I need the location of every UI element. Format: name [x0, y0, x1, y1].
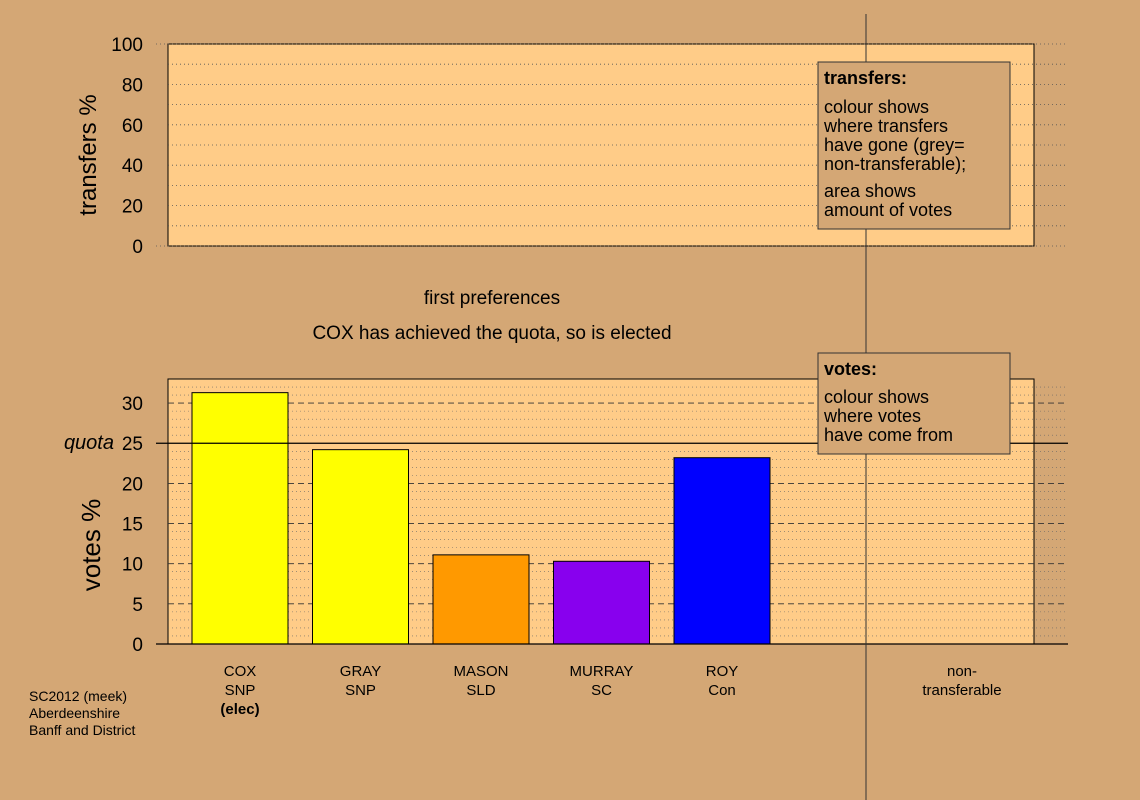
- votes-legend-line: have come from: [824, 425, 953, 445]
- vote-bar-cox: [191, 392, 289, 645]
- candidate-labels: COX SNP (elec) GRAY SNP MASON SLD MURRAY SC ROY Co…: [220, 663, 738, 718]
- candidate-name: ROY: [706, 663, 739, 680]
- candidate-name: COX: [224, 663, 257, 680]
- votes-legend-line: colour shows: [824, 387, 929, 407]
- votes-bars: [156, 392, 1068, 645]
- transfers-y-axis-label: transfers %: [75, 94, 102, 215]
- stage-title: first preferences: [424, 288, 560, 309]
- transfers-legend-line: colour shows: [824, 97, 929, 117]
- transfers-legend-line: amount of votes: [824, 200, 952, 220]
- votes-y-axis-label: votes %: [76, 499, 106, 592]
- vote-bar-murray: [553, 560, 650, 645]
- transfers-legend: transfers: colour shows where transfers …: [817, 61, 1011, 230]
- votes-legend-heading: votes:: [824, 359, 877, 379]
- transfers-y-tick: 100: [111, 35, 143, 56]
- nontransferable-label-1: non-: [947, 663, 977, 680]
- transfers-legend-line: have gone (grey=: [824, 135, 965, 155]
- votes-y-tick: 30: [122, 394, 143, 415]
- transfers-legend-line: where transfers: [823, 116, 948, 136]
- candidate-party: Con: [708, 682, 736, 699]
- candidate-name: MASON: [453, 663, 508, 680]
- footer-line: SC2012 (meek): [29, 688, 127, 704]
- candidate-party: SNP: [345, 682, 376, 699]
- transfers-y-tick: 80: [122, 75, 143, 96]
- candidate-name: GRAY: [340, 663, 381, 680]
- candidate-name: MURRAY: [570, 663, 634, 680]
- transfers-y-tick: 0: [132, 237, 143, 258]
- footer-line: Aberdeenshire: [29, 705, 120, 721]
- transfers-legend-line: area shows: [824, 181, 916, 201]
- quota-label: quota: [64, 432, 114, 454]
- votes-y-ticks: 0 5 10 15 20 25 30: [122, 394, 143, 656]
- votes-y-tick: 0: [132, 635, 143, 656]
- transfers-legend-line: non-transferable);: [824, 154, 966, 174]
- transfers-y-tick: 60: [122, 116, 143, 137]
- stage-message: COX has achieved the quota, so is electe…: [312, 323, 671, 344]
- votes-y-tick: 20: [122, 474, 143, 495]
- transfers-legend-heading: transfers:: [824, 68, 907, 88]
- candidate-status: (elec): [220, 701, 259, 718]
- transfers-y-tick: 20: [122, 197, 143, 218]
- transfers-gridlines: [156, 43, 1068, 247]
- candidate-party: SLD: [466, 682, 495, 699]
- footer: SC2012 (meek) Aberdeenshire Banff and Di…: [29, 688, 135, 738]
- transfers-y-tick: 40: [122, 156, 143, 177]
- votes-legend-box: [817, 352, 1011, 455]
- votes-y-tick: 5: [132, 595, 143, 616]
- transfers-legend-box: [817, 61, 1011, 230]
- vote-bar-mason: [432, 554, 530, 645]
- votes-legend-line: where votes: [823, 406, 921, 426]
- votes-legend: votes: colour shows where votes have com…: [817, 352, 1011, 455]
- vote-bar-gray: [312, 449, 409, 645]
- votes-y-tick: 10: [122, 555, 143, 576]
- vote-bar-roy: [673, 457, 771, 645]
- transfers-y-ticks: 0 20 40 60 80 100: [111, 35, 143, 258]
- candidate-party: SNP: [225, 682, 256, 699]
- nontransferable-label-2: transferable: [922, 682, 1001, 699]
- votes-y-tick: 25: [122, 434, 143, 455]
- footer-line: Banff and District: [29, 722, 135, 738]
- votes-y-tick: 15: [122, 515, 143, 536]
- candidate-party: SC: [591, 682, 612, 699]
